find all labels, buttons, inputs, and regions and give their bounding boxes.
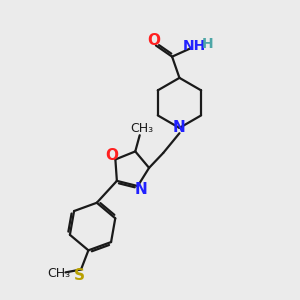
Text: O: O	[147, 33, 160, 48]
Text: NH: NH	[182, 39, 206, 53]
Text: N: N	[173, 120, 186, 135]
Text: S: S	[74, 268, 85, 284]
Text: N: N	[134, 182, 147, 196]
Text: CH₃: CH₃	[47, 267, 70, 280]
Text: O: O	[105, 148, 118, 164]
Text: H: H	[202, 37, 214, 51]
Text: CH₃: CH₃	[130, 122, 154, 135]
